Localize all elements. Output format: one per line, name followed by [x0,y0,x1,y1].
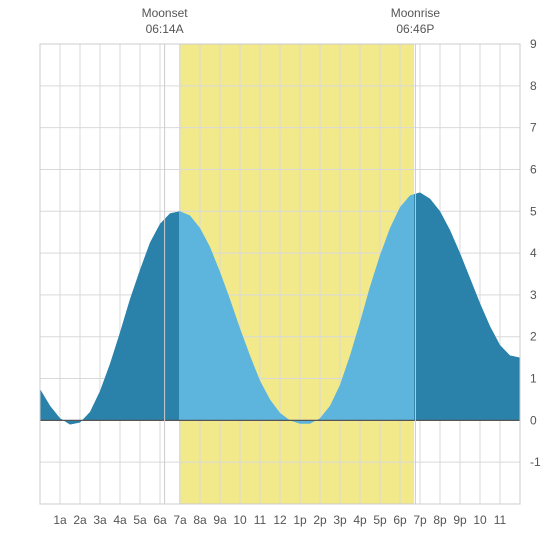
x-tick-label: 4a [113,513,127,527]
y-tick-label: 9 [530,37,537,51]
y-tick-label: 2 [530,330,537,344]
x-tick-label: 1a [53,513,67,527]
x-tick-label: 10 [233,513,247,527]
tide-chart-svg: 1a2a3a4a5a6a7a8a9a1011121p2p3p4p5p6p7p8p… [0,0,550,550]
x-tick-label: 1p [293,513,307,527]
y-tick-label: 6 [530,162,537,176]
x-tick-label: 9a [213,513,227,527]
y-tick-label: 0 [530,413,537,427]
x-tick-label: 2a [73,513,87,527]
y-tick-label: 3 [530,288,537,302]
x-tick-label: 8a [193,513,207,527]
x-tick-label: 6p [393,513,407,527]
x-tick-label: 11 [494,513,507,527]
x-tick-label: 5p [373,513,387,527]
x-tick-label: 5a [133,513,147,527]
lunar-event-time: 06:14A [142,22,188,38]
lunar-event-label: Moonset06:14A [142,6,188,37]
y-tick-label: 4 [530,246,537,260]
x-tick-label: 2p [313,513,327,527]
x-tick-label: 11 [254,513,267,527]
x-tick-label: 10 [473,513,487,527]
tide-chart: 1a2a3a4a5a6a7a8a9a1011121p2p3p4p5p6p7p8p… [0,0,550,550]
x-tick-label: 8p [433,513,447,527]
x-tick-label: 4p [353,513,367,527]
lunar-event-name: Moonset [142,6,188,22]
x-tick-label: 7p [413,513,427,527]
x-tick-label: 9p [453,513,467,527]
lunar-event-label: Moonrise06:46P [391,6,440,37]
y-tick-label: -1 [530,455,541,469]
x-tick-label: 7a [173,513,187,527]
x-tick-label: 3p [333,513,347,527]
y-tick-label: 8 [530,79,537,93]
lunar-event-name: Moonrise [391,6,440,22]
y-tick-label: 7 [530,121,537,135]
y-tick-label: 1 [530,372,537,386]
lunar-event-time: 06:46P [391,22,440,38]
x-tick-label: 3a [93,513,107,527]
x-tick-label: 6a [153,513,167,527]
y-tick-label: 5 [530,204,537,218]
x-tick-label: 12 [273,513,287,527]
